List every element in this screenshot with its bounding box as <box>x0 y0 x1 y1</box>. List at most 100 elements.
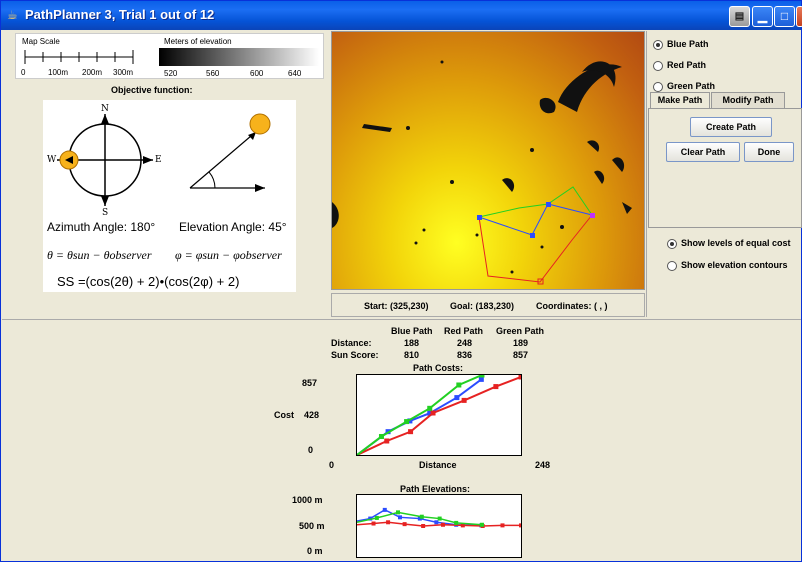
stats-row-label: Distance: <box>331 338 372 348</box>
cost-x-tick: 0 <box>329 460 335 470</box>
red-path-point <box>386 520 391 525</box>
compass-south: S <box>102 208 109 218</box>
scale-tick: 100m <box>48 68 69 77</box>
red-path-point <box>402 522 407 527</box>
radio-label: Show elevation contours <box>681 260 788 270</box>
stats-header: Blue Path <box>391 326 433 336</box>
blue-path-point <box>368 516 373 521</box>
radio-green-path[interactable]: Green Path <box>653 81 715 92</box>
radio-elevation-contours[interactable]: Show elevation contours <box>667 260 788 271</box>
radio-equal-cost[interactable]: Show levels of equal cost <box>667 238 791 249</box>
close-icon[interactable] <box>796 6 802 27</box>
blue-path-point <box>427 410 433 416</box>
red-path-point <box>421 524 426 528</box>
elevation-tick: 640 <box>288 69 302 78</box>
radio-label: Green Path <box>667 81 716 91</box>
elevation-label: Meters of elevation <box>164 37 232 46</box>
green-path-point <box>378 434 384 440</box>
stats-cell: 248 <box>457 338 473 348</box>
blue-path-line <box>356 378 482 456</box>
stats-cell: 189 <box>513 338 529 348</box>
elevation-tick: 560 <box>206 69 220 78</box>
path-elevations-svg <box>356 507 523 528</box>
elevation-angle: Elevation Angle: 45° <box>179 220 287 234</box>
red-path-point <box>440 522 445 527</box>
java-cup-icon: ☕ <box>7 8 18 22</box>
cursor-coordinates: Coordinates: ( , ) <box>536 301 608 311</box>
scale-tick: 200m <box>82 68 103 77</box>
red-path-point <box>461 397 467 403</box>
tab-modify-path[interactable]: Modify Path <box>711 92 785 108</box>
blue-path-point <box>454 395 460 401</box>
radio-icon <box>653 39 663 50</box>
red-path-point <box>408 429 414 435</box>
obstacle-shapes <box>332 60 632 274</box>
green-path-point <box>454 520 459 525</box>
path-control-panel: Blue Path Red Path Green Path Make Path … <box>646 31 802 317</box>
green-path-point <box>437 516 442 521</box>
green-path-point <box>374 515 379 520</box>
compass-diagram <box>57 113 271 206</box>
stats-cell: 810 <box>404 350 420 360</box>
green-path-point <box>456 382 462 388</box>
blue-path-point <box>407 418 413 424</box>
green-path-point <box>404 419 410 425</box>
stats-cell: 188 <box>404 338 420 348</box>
cost-x-label: Distance <box>419 460 457 470</box>
red-path-line <box>356 521 521 527</box>
red-path-point <box>430 410 436 416</box>
clear-path-button[interactable]: Clear Path <box>666 142 740 162</box>
done-button[interactable]: Done <box>744 142 794 162</box>
stats-cell: 857 <box>513 350 529 360</box>
sun-score-formula: SS =(cos(2θ) + 2)•(cos(2φ) + 2) <box>57 274 240 289</box>
radio-icon <box>653 60 663 71</box>
radio-icon <box>667 260 677 271</box>
scale-tick: 0 <box>21 68 26 77</box>
minimize-icon[interactable]: ▁ <box>752 6 773 27</box>
path-costs-svg <box>356 372 524 456</box>
red-path-point <box>371 521 376 526</box>
radio-red-path[interactable]: Red Path <box>653 60 706 71</box>
scale-tick: 300m <box>113 68 134 77</box>
compass-north: N <box>101 104 109 114</box>
status-bar: Start: (325,230) Goal: (183,230) Coordin… <box>331 293 645 317</box>
green-path-line <box>356 374 483 456</box>
objective-title: Objective function: <box>111 85 193 95</box>
make-path-tab-panel: Create Path Clear Path Done <box>648 108 802 228</box>
start-coords: Start: (325,230) <box>364 301 429 311</box>
compass-east: E <box>155 155 162 165</box>
map-scale-label: Map Scale <box>22 37 60 46</box>
cost-chart-title: Path Costs: <box>413 363 464 373</box>
scale-legend: Map Scale 0 100m 200m 300m Meters of ele… <box>15 33 324 79</box>
title-bar[interactable]: ☕ PathPlanner 3, Trial 1 out of 12 ▤ ▁ □ <box>1 1 802 30</box>
green-path-point <box>479 522 484 527</box>
window-title: PathPlanner 3, Trial 1 out of 12 <box>25 7 215 22</box>
results-panel: Blue Path Red Path Green Path Distance: … <box>2 319 801 562</box>
blue-path-point <box>434 520 439 525</box>
elev-y-tick: 500 m <box>299 521 325 531</box>
green-path-point <box>396 510 400 515</box>
phi-formula: φ = φsun − φobserver <box>175 248 282 262</box>
maximize-icon[interactable]: □ <box>774 6 795 27</box>
stats-row-label: Sun Score: <box>331 350 379 360</box>
tab-make-path[interactable]: Make Path <box>650 92 710 108</box>
blue-path-point <box>382 507 387 512</box>
green-path-point <box>419 514 424 519</box>
elevation-tick: 520 <box>164 69 178 78</box>
radio-blue-path[interactable]: Blue Path <box>653 39 709 50</box>
azimuth-angle: Azimuth Angle: 180° <box>47 220 156 234</box>
red-path-point <box>460 523 465 528</box>
red-path-point <box>518 374 524 380</box>
map-overlay <box>332 60 632 285</box>
menu-icon[interactable]: ▤ <box>729 6 750 27</box>
green-path-point <box>427 405 433 411</box>
elevation-tick: 600 <box>250 69 264 78</box>
create-path-button[interactable]: Create Path <box>690 117 772 137</box>
stats-cell: 836 <box>457 350 473 360</box>
cost-y-label: Cost <box>274 410 294 420</box>
red-path-point <box>493 384 499 390</box>
map-scale-bar <box>24 48 319 66</box>
terrain-map[interactable] <box>331 31 645 290</box>
elev-chart-title: Path Elevations: <box>400 484 471 494</box>
